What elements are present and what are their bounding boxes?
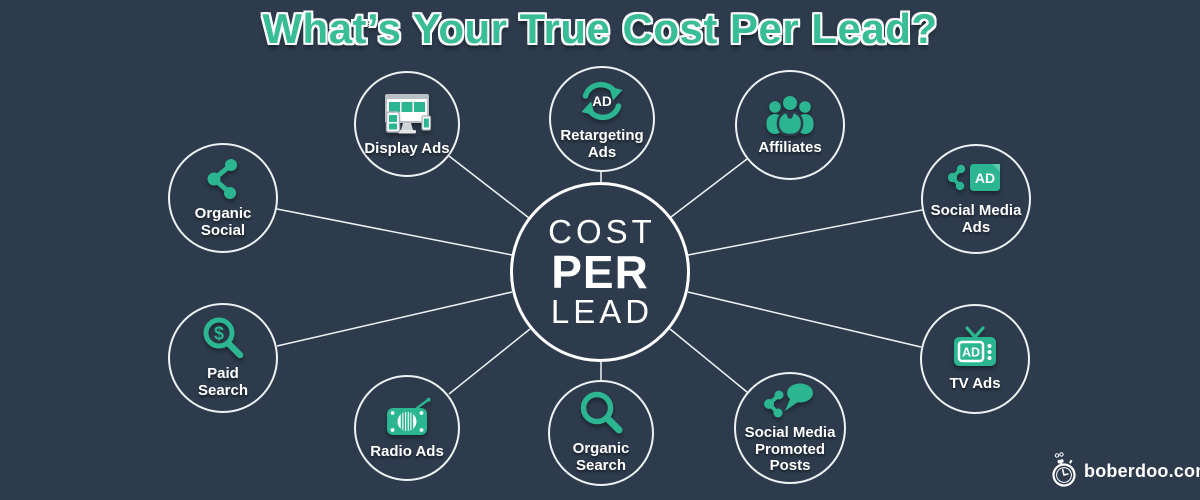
affiliates-icon [766, 95, 814, 136]
tv-ads-icon: AD [954, 325, 996, 366]
dollar-symbol: $ [214, 324, 224, 344]
node-label: Affiliates [758, 138, 822, 156]
center-word-cost: COST [548, 212, 656, 250]
node-label: Radio Ads [370, 442, 444, 460]
social-media-ad-icon: AD [948, 164, 1000, 192]
node-label: Social Media Promoted Posts [744, 423, 836, 475]
brand-name: boberdoo.com [1084, 460, 1200, 481]
node-display-ads: Display Ads [354, 71, 460, 177]
retargeting-ads-icon: AD [581, 82, 623, 121]
ad-badge: AD [592, 94, 612, 109]
display-ads-icon [385, 93, 432, 134]
center-word-per: PER [551, 246, 649, 298]
node-label: Social Media Ads [930, 202, 1022, 236]
paid-search-icon: $ [203, 317, 244, 359]
brand-logo: boberdoo.com [1046, 451, 1200, 491]
cost-per-lead-circle: COST PER LEAD [510, 182, 690, 362]
node-label: TV Ads [949, 374, 1001, 392]
ad-badge: AD [975, 170, 995, 186]
node-organic-social: Organic Social [168, 143, 278, 253]
share-icon [207, 159, 237, 200]
node-retargeting-ads: AD Retargeting Ads [549, 66, 655, 172]
node-label: Retargeting Ads [560, 127, 644, 161]
node-label: Paid Search [197, 365, 249, 399]
promoted-posts-icon [764, 383, 813, 418]
node-label: Organic Social [194, 205, 252, 239]
node-radio-ads: Radio Ads [354, 375, 460, 481]
radio-icon [387, 397, 431, 435]
page-title: What’s Your True Cost Per Lead? [262, 5, 938, 52]
node-organic-search: Organic Search [548, 380, 654, 486]
node-label: Organic Search [572, 440, 630, 474]
node-affiliates: Affiliates [735, 70, 845, 180]
node-social-media-promoted-posts: Social Media Promoted Posts [734, 372, 846, 484]
node-social-media-ads: AD Social Media Ads [921, 144, 1031, 254]
ad-badge: AD [962, 345, 980, 359]
node-tv-ads: AD TV Ads [920, 304, 1030, 414]
node-label: Display Ads [364, 139, 450, 157]
stopwatch-icon [1052, 452, 1076, 487]
center-word-lead: LEAD [550, 293, 654, 330]
node-paid-search: $ Paid Search [168, 303, 278, 413]
search-icon [580, 391, 623, 434]
